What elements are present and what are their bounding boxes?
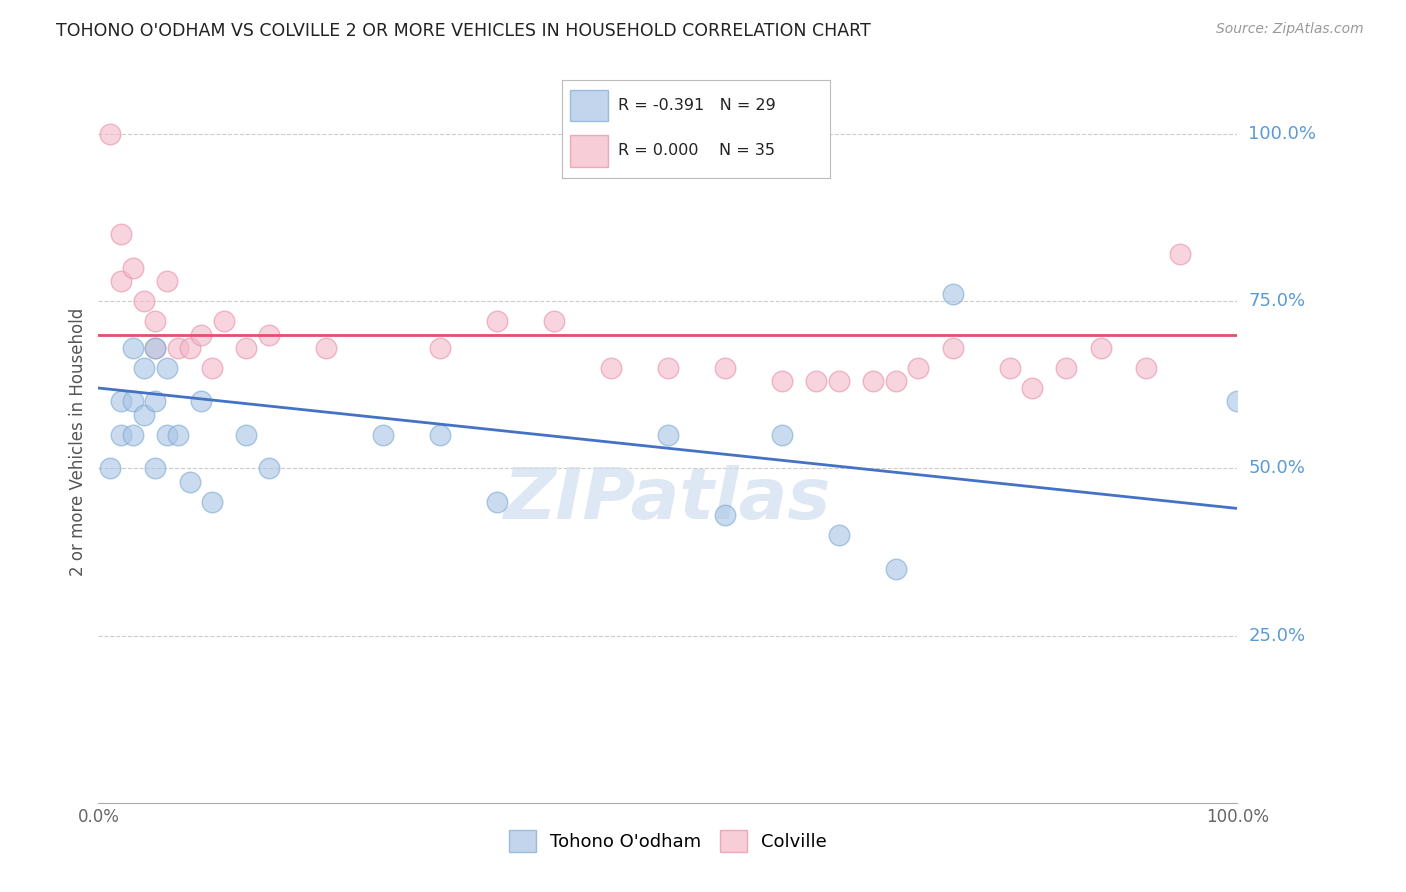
Point [942, 287, 965, 301]
Point [156, 361, 179, 376]
Point [179, 341, 201, 355]
Text: ZIPatlas: ZIPatlas [505, 465, 831, 533]
Text: 100.0%: 100.0% [1249, 125, 1316, 143]
Point [1226, 394, 1249, 409]
Point [1135, 361, 1157, 376]
Point [156, 427, 179, 442]
Point [121, 260, 143, 275]
Point [1021, 381, 1043, 395]
Point [190, 327, 212, 342]
Point [429, 341, 451, 355]
Point [942, 341, 965, 355]
Point [212, 314, 235, 328]
Point [1090, 341, 1112, 355]
Y-axis label: 2 or more Vehicles in Household: 2 or more Vehicles in Household [69, 308, 87, 575]
Point [259, 461, 281, 475]
Point [884, 375, 907, 389]
Point [804, 375, 827, 389]
Point [145, 461, 167, 475]
Bar [571, 136, 607, 167]
Point [201, 361, 224, 376]
Point [884, 562, 907, 576]
Point [862, 375, 884, 389]
Point [828, 528, 851, 542]
Point [714, 361, 737, 376]
Point [132, 408, 155, 422]
Point [132, 293, 155, 308]
Point [121, 427, 143, 442]
Point [121, 341, 143, 355]
Point [429, 427, 451, 442]
Point [486, 494, 509, 508]
Point [121, 394, 143, 409]
Point [543, 314, 565, 328]
Point [190, 394, 212, 409]
Point [132, 361, 155, 376]
Point [98, 127, 121, 141]
Point [998, 361, 1021, 376]
Point [179, 475, 201, 489]
Text: R = -0.391   N = 29: R = -0.391 N = 29 [619, 98, 776, 113]
Point [145, 341, 167, 355]
Point [98, 461, 121, 475]
Bar [571, 90, 607, 121]
Point [110, 394, 132, 409]
Point [145, 341, 167, 355]
Text: Source: ZipAtlas.com: Source: ZipAtlas.com [1216, 22, 1364, 37]
Point [315, 341, 337, 355]
Point [235, 341, 257, 355]
Point [167, 427, 190, 442]
Point [770, 375, 793, 389]
Text: 50.0%: 50.0% [1249, 459, 1305, 477]
Point [110, 427, 132, 442]
Point [657, 427, 679, 442]
Point [156, 274, 179, 288]
Text: 25.0%: 25.0% [1249, 626, 1306, 645]
Text: TOHONO O'ODHAM VS COLVILLE 2 OR MORE VEHICLES IN HOUSEHOLD CORRELATION CHART: TOHONO O'ODHAM VS COLVILLE 2 OR MORE VEH… [56, 22, 870, 40]
Text: R = 0.000    N = 35: R = 0.000 N = 35 [619, 144, 776, 159]
Point [907, 361, 929, 376]
Point [770, 427, 793, 442]
Point [145, 394, 167, 409]
Legend: Tohono O'odham, Colville: Tohono O'odham, Colville [502, 822, 834, 859]
Point [235, 427, 257, 442]
Point [110, 274, 132, 288]
Point [110, 227, 132, 242]
Point [714, 508, 737, 523]
Text: 75.0%: 75.0% [1249, 292, 1306, 310]
Point [1170, 247, 1192, 261]
Point [201, 494, 224, 508]
Point [371, 427, 394, 442]
Point [145, 314, 167, 328]
Point [600, 361, 623, 376]
Point [657, 361, 679, 376]
Point [167, 341, 190, 355]
Point [1056, 361, 1078, 376]
Point [259, 327, 281, 342]
Point [828, 375, 851, 389]
Point [486, 314, 509, 328]
